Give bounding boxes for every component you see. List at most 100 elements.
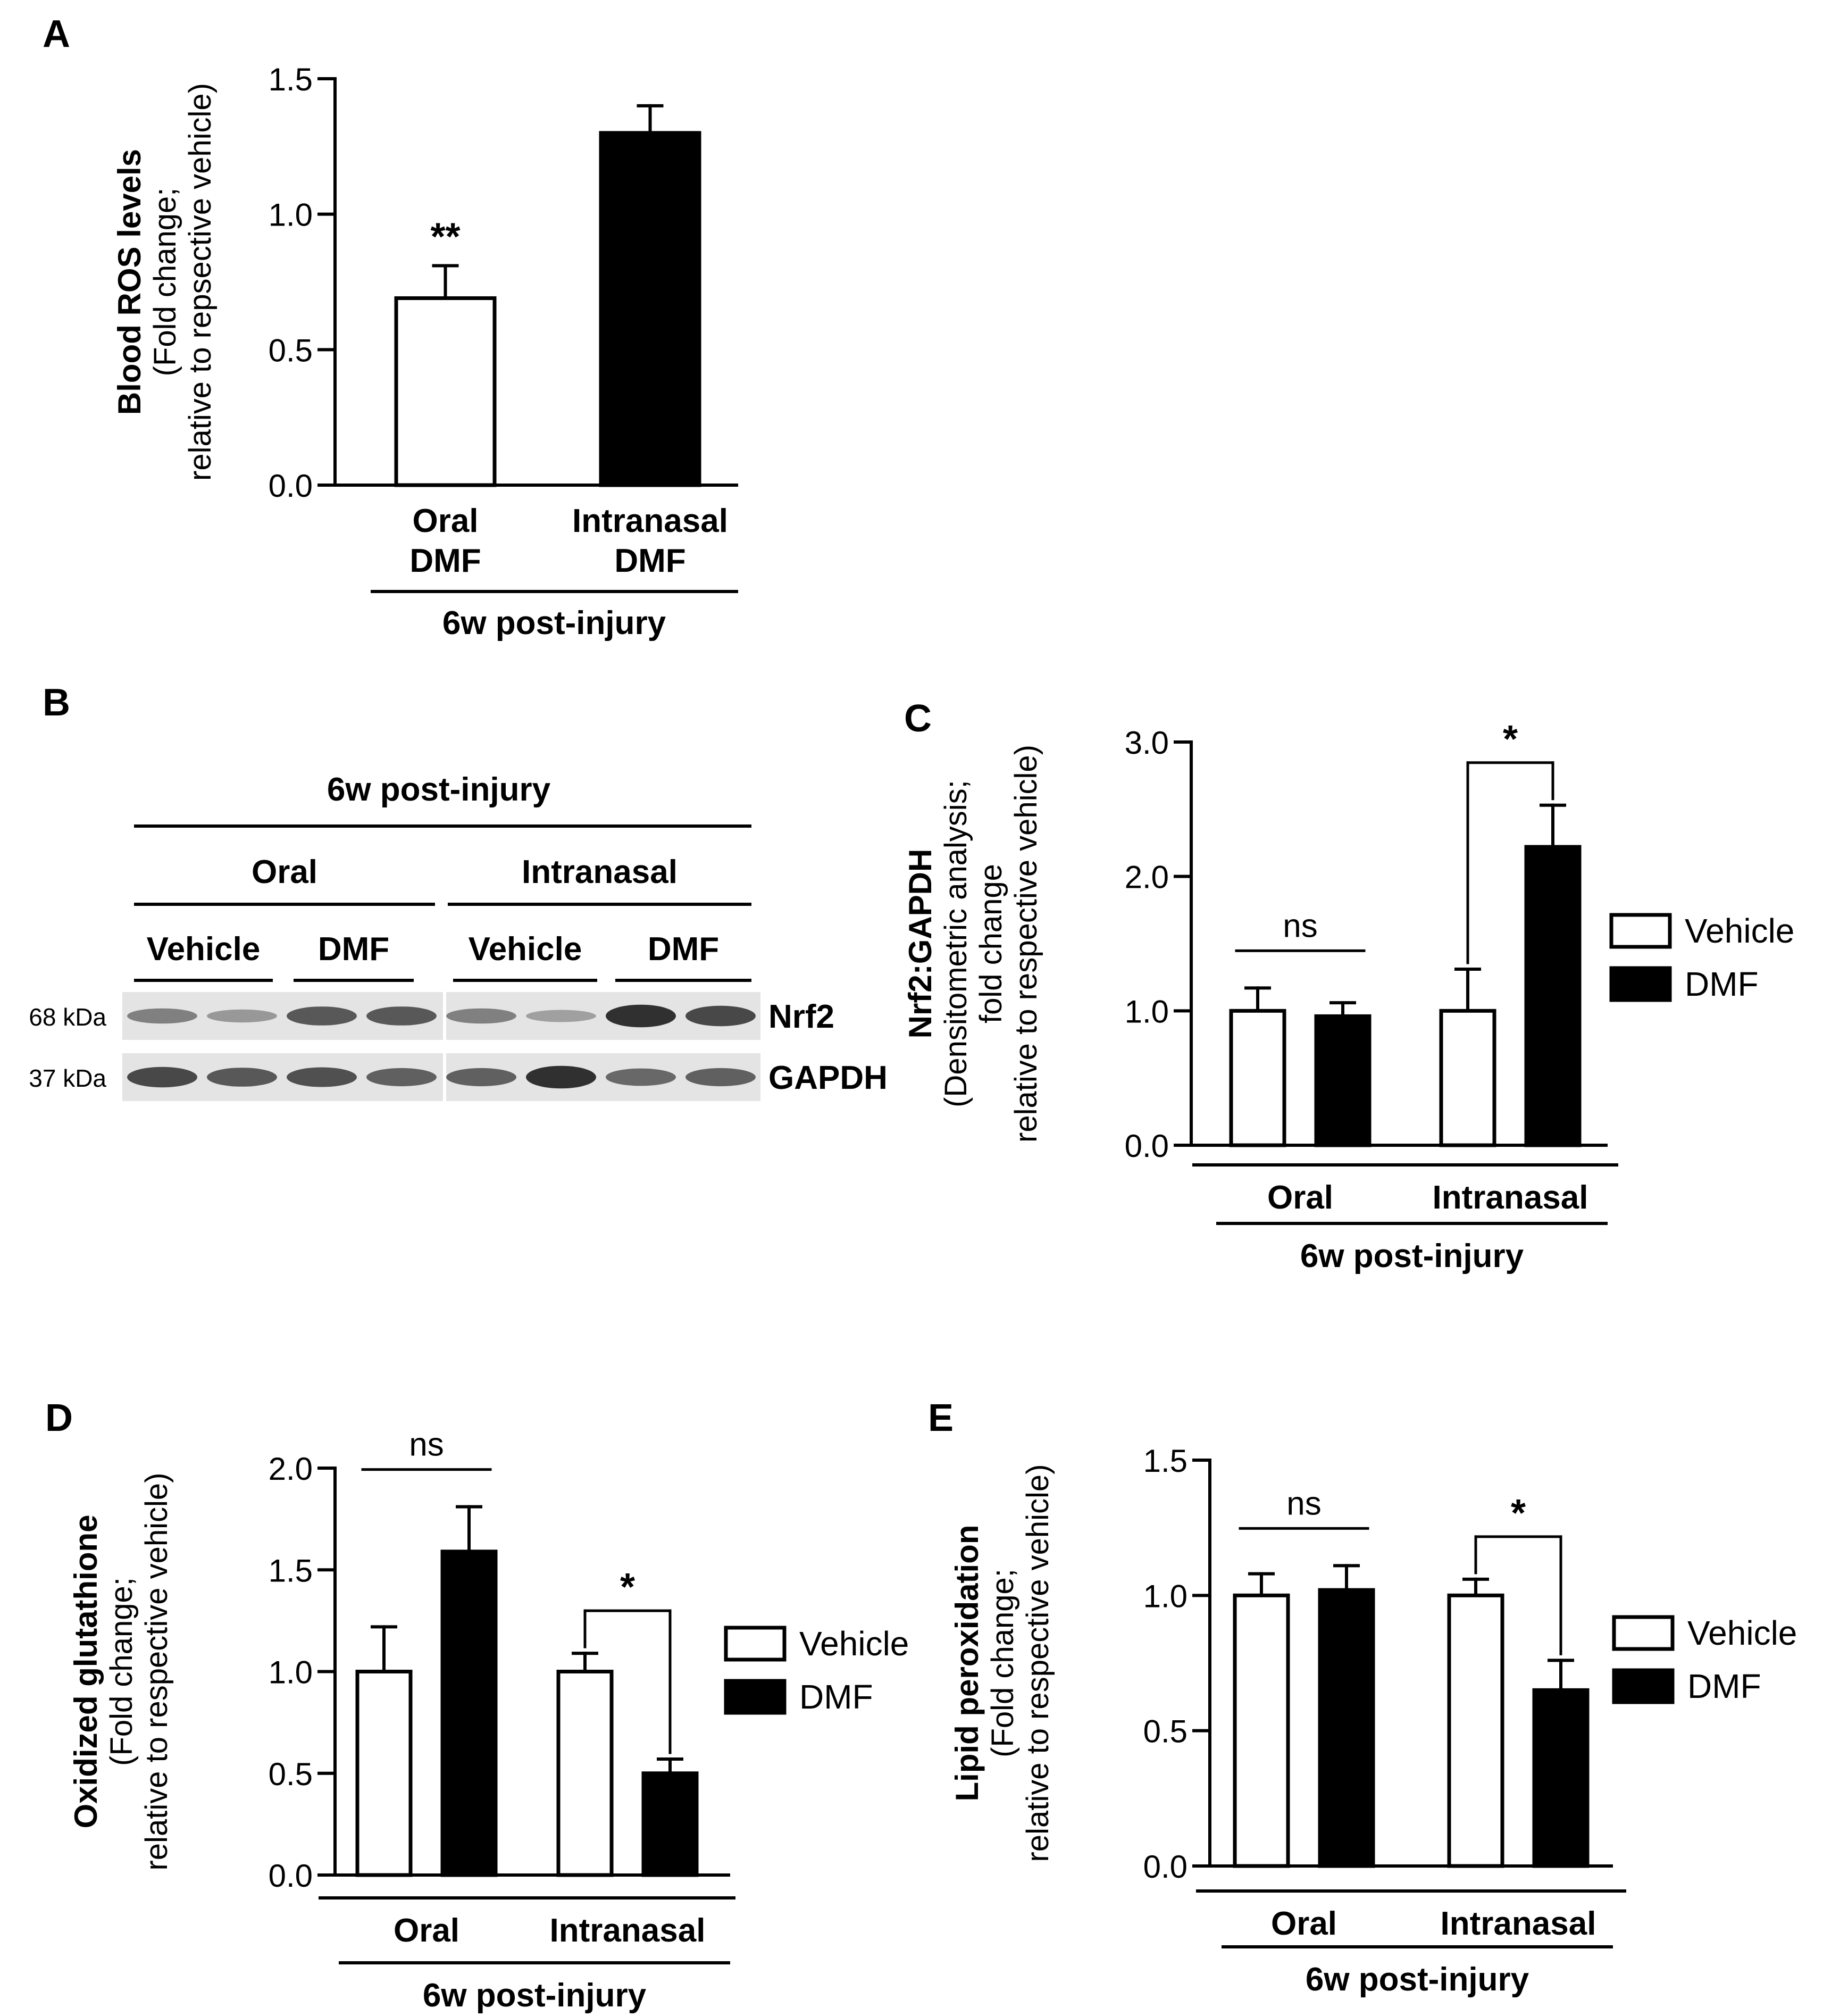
legend-swatch-vehicle — [1609, 913, 1672, 949]
blot-band-gapdh — [526, 1065, 596, 1089]
group-label: Oral — [1267, 1179, 1333, 1216]
y-axis-title: Blood ROS levels — [112, 149, 147, 415]
group-label: Intranasal — [1441, 1905, 1596, 1942]
blot-title: 6w post-injury — [327, 771, 551, 808]
panel-letter: D — [45, 1397, 73, 1439]
blot-band-gapdh — [446, 1068, 516, 1087]
blot-marker-label: 68 kDa — [29, 1003, 106, 1031]
blot-route-label: Oral — [252, 854, 317, 890]
y-axis-subtitle: (Densitometric analysis; — [939, 780, 973, 1107]
y-axis-title: Nrf2:GAPDH — [902, 849, 938, 1039]
y-axis-subtitle: relative to respective vehicle) — [1009, 745, 1043, 1143]
blot-band-nrf2 — [287, 1006, 357, 1026]
timepoint-label: 6w post-injury — [442, 605, 666, 642]
y-tick-label: 0.5 — [269, 1756, 313, 1792]
group-label: Intranasal — [550, 1912, 706, 1949]
y-tick-label: 1.5 — [1143, 1443, 1188, 1479]
category-label: Oral — [412, 503, 478, 539]
y-tick-label: 1.5 — [269, 62, 313, 97]
blot-band-nrf2 — [127, 1008, 197, 1024]
bar-vehicle — [1439, 1009, 1496, 1147]
blot-band-gapdh — [685, 1068, 756, 1087]
panel-letter: A — [43, 13, 70, 55]
blot-route-label: Intranasal — [522, 854, 678, 890]
category-label: Intranasal — [572, 503, 728, 539]
sig-star: ** — [430, 215, 460, 258]
blot-band-gapdh — [127, 1067, 197, 1088]
y-axis-subtitle: (Fold change; — [985, 1569, 1020, 1757]
bar-dmf — [1314, 1014, 1372, 1147]
category-label: DMF — [409, 543, 481, 579]
group-label: Intranasal — [1433, 1179, 1588, 1216]
ns-label: ns — [409, 1427, 444, 1463]
y-tick-label: 0.0 — [1143, 1849, 1188, 1885]
panel-letter: B — [43, 681, 70, 724]
legend-label-vehicle: Vehicle — [799, 1625, 909, 1663]
blot-band-nrf2 — [526, 1010, 596, 1022]
y-axis-title: Lipid peroxidation — [949, 1525, 985, 1802]
y-tick-label: 3.0 — [1125, 725, 1169, 761]
panel-letter: C — [904, 697, 932, 740]
blot-protein-label: GAPDH — [768, 1060, 888, 1096]
legend-swatch-dmf — [1612, 1668, 1675, 1704]
sig-star: * — [1503, 718, 1518, 761]
legend-swatch-dmf — [1609, 966, 1672, 1002]
timepoint-label: 6w post-injury — [1300, 1238, 1524, 1274]
y-tick-label: 1.0 — [1125, 994, 1169, 1029]
blot-treatment-label: Vehicle — [469, 931, 582, 968]
bar-dmf — [641, 1771, 699, 1877]
legend-swatch-vehicle — [724, 1626, 787, 1662]
y-axis-subtitle: fold change — [974, 864, 1008, 1023]
timepoint-label: 6w post-injury — [423, 1977, 647, 2014]
panel-letter: E — [928, 1397, 954, 1439]
y-axis-subtitle: relative to respective vehicle) — [139, 1473, 174, 1871]
bar-dmf — [1524, 845, 1582, 1147]
y-tick-label: 1.0 — [269, 197, 313, 233]
blot-band-gapdh — [366, 1068, 437, 1087]
blot-band-nrf2 — [366, 1006, 437, 1026]
blot-treatment-label: DMF — [318, 931, 389, 968]
blot-band-nrf2 — [685, 1005, 756, 1027]
category-label: DMF — [614, 543, 685, 579]
y-tick-label: 2.0 — [269, 1451, 313, 1487]
blot-protein-label: Nrf2 — [768, 998, 834, 1035]
y-tick-label: 1.5 — [269, 1553, 313, 1588]
y-tick-label: 2.0 — [1125, 860, 1169, 895]
y-tick-label: 0.5 — [1143, 1714, 1188, 1750]
legend-label-dmf: DMF — [1687, 1667, 1761, 1705]
bar-vehicle — [1447, 1593, 1504, 1868]
bar-vehicle — [556, 1670, 614, 1877]
legend-swatch-vehicle — [1612, 1615, 1675, 1651]
sig-star: * — [620, 1566, 635, 1609]
blot-band-gapdh — [207, 1068, 277, 1087]
y-tick-label: 0.0 — [1125, 1128, 1169, 1164]
ns-label: ns — [1283, 907, 1317, 944]
bar-vehicle — [1233, 1593, 1290, 1868]
sig-star: * — [1511, 1492, 1526, 1535]
blot-band-gapdh — [287, 1067, 357, 1087]
bar-dmf — [1532, 1688, 1590, 1868]
bar-dmf — [440, 1550, 498, 1877]
legend-swatch-dmf — [724, 1679, 787, 1715]
group-label: Oral — [394, 1912, 459, 1949]
bar-intranasal-dmf — [599, 131, 701, 487]
y-tick-label: 1.0 — [269, 1655, 313, 1690]
legend-label-vehicle: Vehicle — [1687, 1614, 1797, 1652]
y-tick-label: 1.0 — [1143, 1578, 1188, 1614]
blot-band-nrf2 — [606, 1004, 676, 1028]
blot-band-nrf2 — [207, 1009, 277, 1023]
y-axis-subtitle: (Fold change; — [104, 1577, 139, 1766]
y-axis-subtitle: relative to repsective vehicle) — [183, 83, 218, 481]
y-tick-label: 0.0 — [269, 468, 313, 504]
y-tick-label: 0.0 — [269, 1858, 313, 1894]
blot-band-gapdh — [606, 1068, 676, 1086]
blot-treatment-label: DMF — [648, 931, 719, 968]
bar-vehicle — [1229, 1009, 1286, 1147]
legend-label-vehicle: Vehicle — [1685, 912, 1794, 950]
y-axis-subtitle: (Fold change; — [148, 188, 182, 377]
group-label: Oral — [1271, 1905, 1337, 1942]
bar-oral-dmf — [394, 296, 497, 487]
legend-label-dmf: DMF — [799, 1678, 873, 1716]
